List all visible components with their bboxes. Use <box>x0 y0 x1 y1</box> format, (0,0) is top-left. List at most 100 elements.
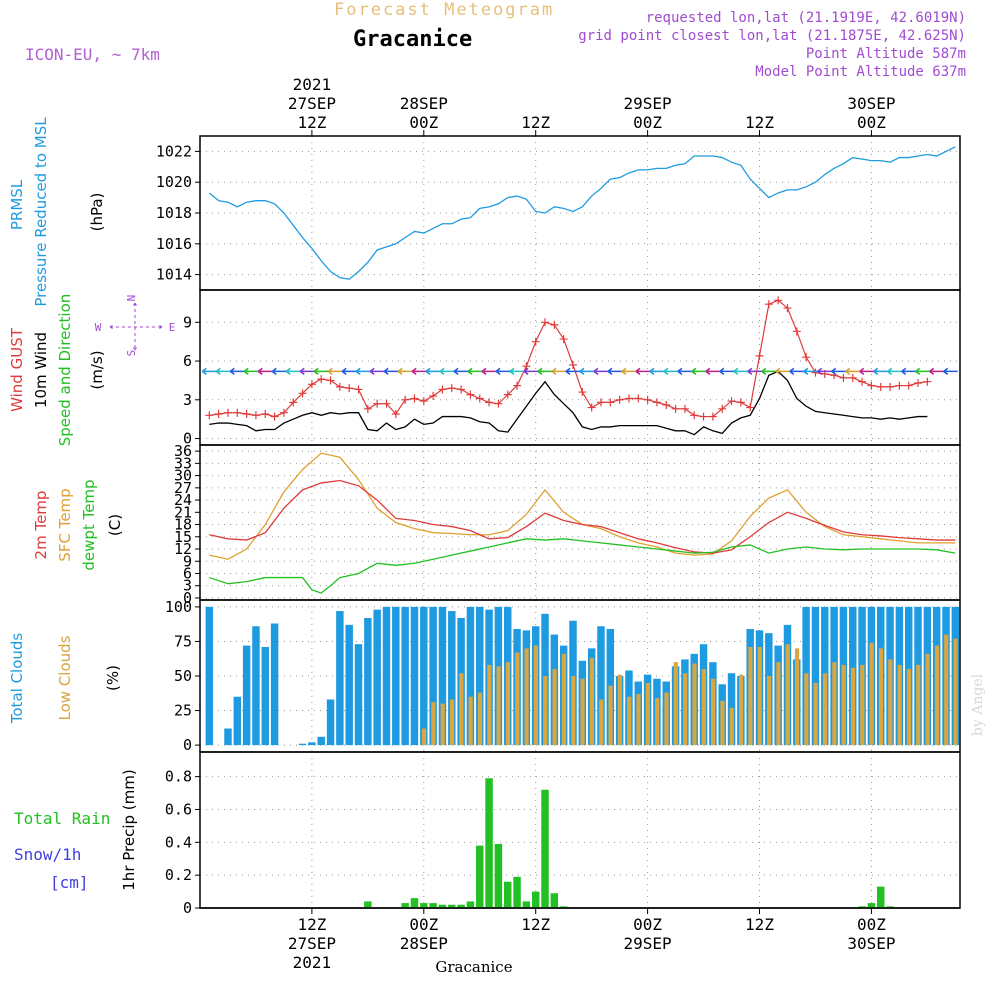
wind-gust-marker <box>457 385 466 394</box>
wind-direction-arrow <box>453 367 469 376</box>
wind-gust-marker <box>270 412 279 421</box>
wind-direction-arrow <box>635 367 650 376</box>
y-tick-label: 50 <box>174 667 192 685</box>
x-tick-label-bottom: 12Z <box>297 915 326 934</box>
y-tick-label: 0 <box>183 899 192 917</box>
bar-low-clouds <box>813 682 818 746</box>
y-tick-label: 0 <box>183 736 192 754</box>
wind-direction-arrow <box>243 367 259 376</box>
bar-precip <box>877 886 885 908</box>
bar-precip <box>541 789 549 908</box>
x-tick-label-top: 12Z <box>745 113 774 132</box>
wind-gust-marker <box>914 379 923 387</box>
wind-gust-marker <box>261 410 270 418</box>
bar-low-clouds <box>655 698 660 746</box>
wind-gust-marker <box>811 368 820 377</box>
y-tick-label: 12 <box>174 540 192 558</box>
wind-gust-marker <box>587 403 596 412</box>
bar-low-clouds <box>841 664 846 746</box>
wind-gust-marker <box>513 381 522 390</box>
bar-precip <box>485 778 493 908</box>
bar-low-clouds <box>440 703 445 746</box>
bar-precip <box>438 904 447 908</box>
bar-total-clouds <box>429 606 437 746</box>
wind-direction-arrow <box>607 367 622 376</box>
precip-snow-unit: [cm] <box>50 873 89 892</box>
compass-w: W <box>95 321 102 334</box>
bar-total-clouds <box>308 742 316 746</box>
bar-total-clouds <box>476 606 484 746</box>
wind-gust-marker <box>550 320 559 329</box>
bar-precip <box>476 845 484 908</box>
bar-low-clouds <box>897 664 902 746</box>
bar-low-clouds <box>785 644 790 746</box>
bar-total-clouds <box>392 606 400 746</box>
wind-direction-arrow <box>215 367 231 376</box>
bar-precip <box>448 904 456 908</box>
bar-low-clouds <box>636 693 641 746</box>
wind-direction-arrow <box>439 367 455 376</box>
precip-axis-label: 1hr Precip (mm) <box>120 769 138 890</box>
y-tick-label: 9 <box>183 313 192 331</box>
bar-total-clouds <box>466 606 475 746</box>
bar-low-clouds <box>860 664 865 746</box>
x-tick-label-top: 28SEP <box>400 94 448 113</box>
series-2m-temp-line <box>209 479 956 554</box>
x-tick-label-bottom: 00Z <box>633 915 662 934</box>
bar-low-clouds <box>496 666 501 746</box>
wind-gust-marker <box>671 404 680 413</box>
bar-low-clouds <box>589 658 594 746</box>
temp-label: 2m Temp <box>32 491 50 560</box>
bar-total-clouds <box>364 617 372 746</box>
wind-gust-marker <box>867 381 876 390</box>
bar-low-clouds <box>869 642 874 746</box>
bar-total-clouds <box>336 611 344 746</box>
compass-s: S <box>125 350 138 357</box>
x-tick-label-bottom: 27SEP <box>288 934 336 953</box>
wind-direction-arrow <box>397 367 413 376</box>
panel-frame <box>199 289 961 446</box>
y-tick-label: 24 <box>174 491 192 509</box>
y-tick-label: 1022 <box>156 142 192 160</box>
wind-gust-marker <box>382 399 391 408</box>
wind-gust-marker <box>699 412 708 421</box>
bar-low-clouds <box>645 682 650 746</box>
bar-low-clouds <box>505 662 511 746</box>
bar-low-clouds <box>878 648 884 746</box>
bar-low-clouds <box>711 678 716 746</box>
wind-direction-arrow <box>831 367 846 376</box>
wind-gust-marker <box>643 395 652 404</box>
wind-direction-arrow <box>901 367 916 376</box>
bar-precip <box>429 903 437 908</box>
wind-gust-marker <box>624 394 633 403</box>
x-tick-label-bottom: 2021 <box>293 953 332 972</box>
wind-direction-arrow <box>565 367 581 376</box>
y-tick-label: 1020 <box>156 173 192 191</box>
wind-direction-arrow <box>537 367 553 376</box>
bar-total-clouds <box>373 609 381 746</box>
wind-gust-marker <box>858 377 867 386</box>
wind-gust-marker <box>373 399 382 408</box>
wind-direction-arrow <box>663 367 678 376</box>
bar-low-clouds <box>608 685 613 746</box>
wind-gust-marker <box>251 411 260 420</box>
wind-gust-marker <box>345 384 354 393</box>
bar-low-clouds <box>720 700 725 746</box>
x-tick-label-bottom: 12Z <box>521 915 550 934</box>
bar-low-clouds <box>552 669 557 746</box>
subtitle: Forecast Meteogram <box>334 0 555 20</box>
wind-direction-arrow <box>691 367 706 376</box>
wind-gust-marker <box>578 388 587 397</box>
wind-direction-arrow <box>649 367 664 376</box>
bar-total-clouds <box>317 736 325 746</box>
wind-gust-marker <box>559 335 568 344</box>
bar-low-clouds <box>794 648 800 746</box>
bar-total-clouds <box>224 728 232 746</box>
y-tick-label: 36 <box>174 442 192 460</box>
wind-gust-marker <box>205 411 214 420</box>
bar-precip <box>513 876 521 908</box>
bar-low-clouds <box>487 664 492 746</box>
wind-gust-marker <box>923 377 932 386</box>
bar-total-clouds <box>298 743 307 746</box>
y-tick-label: 100 <box>165 598 192 616</box>
